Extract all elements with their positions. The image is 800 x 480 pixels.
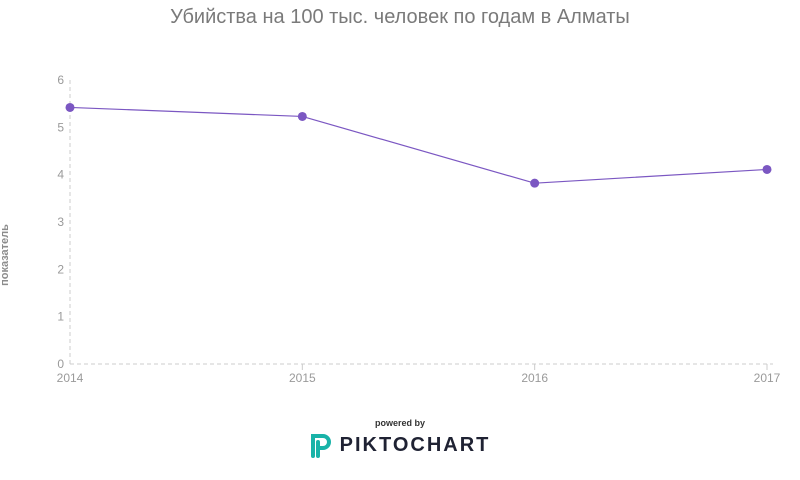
x-tick-label: 2016 [521,371,548,385]
y-tick-label: 3 [57,215,64,229]
y-tick-label: 6 [57,73,64,87]
data-point [65,102,75,112]
y-tick-label: 0 [57,357,64,371]
x-tick-label: 2014 [57,371,84,385]
y-tick-label: 5 [57,120,64,134]
series-line [69,106,768,184]
data-point [297,111,307,121]
data-point [762,164,772,174]
y-tick-label: 4 [57,168,64,182]
piktochart-logo[interactable]: PIKTOCHART [310,432,491,458]
y-tick-label: 2 [57,262,64,276]
chart-title: Убийства на 100 тыс. человек по годам в … [170,6,630,28]
x-tick-label: 2017 [754,371,781,385]
powered-by-label: powered by [374,418,425,428]
footer: powered by PIKTOCHART [0,418,800,463]
y-tick-label: 1 [57,310,64,324]
data-point [530,178,540,188]
line-chart: 0 1 2 3 4 5 6 2014 2015 2016 2017 [57,73,781,385]
piktochart-wordmark: PIKTOCHART [339,433,491,456]
x-tick-label: 2015 [289,371,316,385]
piktochart-logo-icon [310,434,331,458]
